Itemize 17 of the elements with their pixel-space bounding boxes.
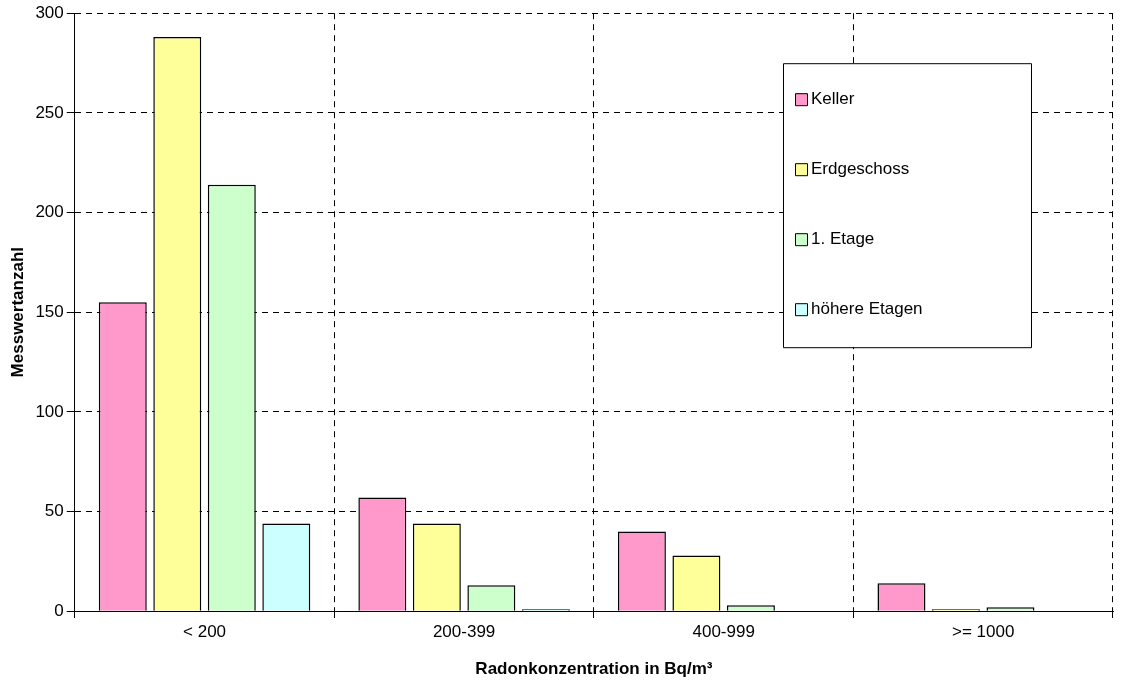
legend-label: Erdgeschoss (811, 158, 910, 178)
x-tick-label: 400-999 (692, 622, 755, 642)
x-axis-title: Radonkonzentration in Bq/m³ (475, 659, 713, 679)
legend-label: Keller (811, 88, 855, 108)
y-tick-label: 0 (54, 600, 64, 620)
legend-label: 1. Etage (811, 228, 875, 248)
y-tick-label: 250 (35, 102, 64, 122)
x-tick-label: < 200 (183, 622, 227, 642)
y-axis-title: Messwertanzahl (7, 247, 27, 378)
y-tick-label: 50 (44, 501, 64, 521)
y-tick-label: 200 (35, 202, 64, 222)
y-tick-label: 300 (35, 2, 64, 22)
x-tick-label: >= 1000 (952, 622, 1015, 642)
legend-label: höhere Etagen (811, 298, 923, 318)
y-tick-label: 100 (35, 401, 64, 421)
y-tick-label: 150 (35, 301, 64, 321)
x-tick-label: 200-399 (432, 622, 496, 642)
